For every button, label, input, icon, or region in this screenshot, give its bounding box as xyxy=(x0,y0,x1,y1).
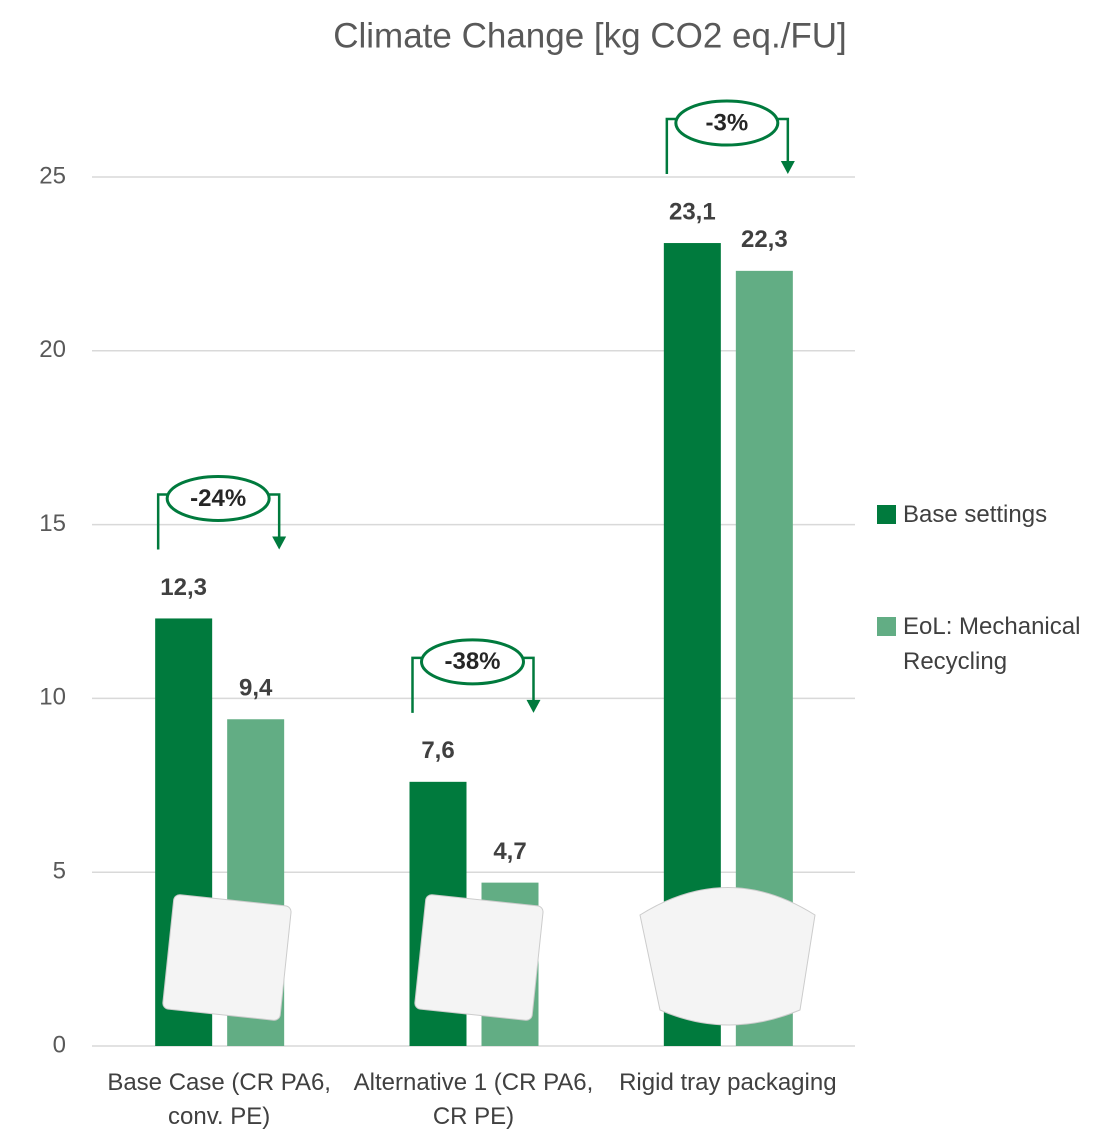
change-label: -3% xyxy=(705,109,748,136)
change-arrow xyxy=(780,161,795,175)
legend-swatch xyxy=(877,617,896,636)
legend-label: Base settings xyxy=(903,501,1048,528)
pouch-image xyxy=(162,894,292,1021)
data-label: 4,7 xyxy=(493,838,526,865)
y-tick-label: 5 xyxy=(53,858,66,885)
y-tick-label: 15 xyxy=(39,510,66,537)
y-tick-label: 10 xyxy=(39,684,66,711)
change-arrow xyxy=(272,536,287,550)
data-label: 9,4 xyxy=(239,675,273,702)
legend-swatch xyxy=(877,505,896,524)
data-label: 22,3 xyxy=(741,226,788,253)
x-tick-label: Base Case (CR PA6, conv. PE) xyxy=(107,1069,331,1130)
pouch-image xyxy=(414,894,544,1021)
change-badge xyxy=(674,99,780,147)
change-arrow xyxy=(526,699,541,713)
change-label: -38% xyxy=(444,648,500,675)
x-tick-label: Rigid tray packaging xyxy=(619,1069,837,1096)
data-label: 12,3 xyxy=(160,574,207,601)
y-tick-label: 0 xyxy=(53,1031,66,1058)
chart-title: Climate Change [kg CO2 eq./FU] xyxy=(333,16,847,55)
y-tick-label: 20 xyxy=(39,336,66,363)
legend-label: EoL: Mechanical Recycling xyxy=(903,613,1081,675)
data-label: 23,1 xyxy=(669,198,716,225)
y-tick-label: 25 xyxy=(39,162,66,189)
change-label: -24% xyxy=(190,485,246,512)
x-tick-label: Alternative 1 (CR PA6, CR PE) xyxy=(353,1069,594,1130)
change-badge xyxy=(420,638,525,686)
tray-image xyxy=(639,887,816,1026)
change-badge xyxy=(165,474,271,522)
data-label: 7,6 xyxy=(421,737,454,764)
product-images xyxy=(162,887,816,1026)
